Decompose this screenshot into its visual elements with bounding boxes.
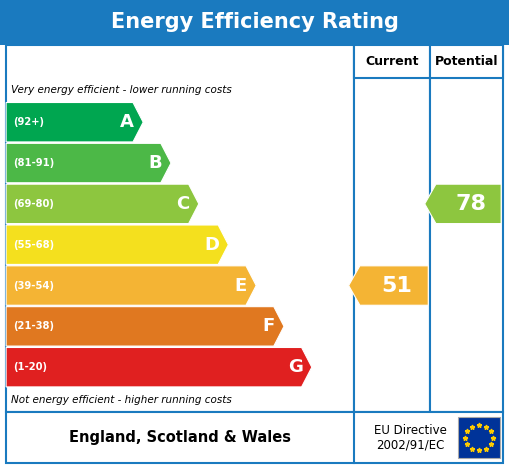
Text: Energy Efficiency Rating: Energy Efficiency Rating bbox=[110, 13, 399, 32]
Text: England, Scotland & Wales: England, Scotland & Wales bbox=[69, 430, 291, 445]
Bar bbox=[430, 45, 503, 78]
Text: Very energy efficient - lower running costs: Very energy efficient - lower running co… bbox=[11, 85, 232, 95]
Bar bbox=[458, 417, 500, 458]
Polygon shape bbox=[425, 184, 501, 224]
Text: F: F bbox=[263, 318, 275, 335]
Bar bbox=[6, 412, 503, 463]
Text: Current: Current bbox=[365, 55, 419, 68]
Polygon shape bbox=[6, 225, 229, 264]
Text: (92+): (92+) bbox=[13, 117, 44, 127]
Polygon shape bbox=[6, 266, 256, 305]
Bar bbox=[6, 45, 354, 412]
Text: C: C bbox=[177, 195, 190, 213]
Text: A: A bbox=[120, 113, 134, 131]
Polygon shape bbox=[349, 266, 428, 305]
Text: (39-54): (39-54) bbox=[13, 281, 54, 290]
Bar bbox=[354, 45, 430, 78]
Polygon shape bbox=[6, 143, 171, 183]
Text: (1-20): (1-20) bbox=[13, 362, 47, 372]
Bar bbox=[354, 45, 430, 412]
Text: EU Directive
2002/91/EC: EU Directive 2002/91/EC bbox=[374, 424, 447, 452]
Text: Potential: Potential bbox=[435, 55, 498, 68]
Text: B: B bbox=[148, 154, 162, 172]
Polygon shape bbox=[6, 184, 199, 224]
Text: (21-38): (21-38) bbox=[13, 321, 54, 332]
Text: E: E bbox=[235, 276, 247, 295]
Text: Not energy efficient - higher running costs: Not energy efficient - higher running co… bbox=[11, 395, 232, 405]
Polygon shape bbox=[6, 307, 284, 346]
Bar bbox=[0, 0, 509, 45]
Text: (69-80): (69-80) bbox=[13, 199, 53, 209]
Text: D: D bbox=[204, 236, 219, 254]
Text: 51: 51 bbox=[381, 276, 412, 296]
Text: G: G bbox=[288, 358, 303, 376]
Polygon shape bbox=[6, 347, 312, 387]
Bar bbox=[430, 45, 503, 412]
Polygon shape bbox=[6, 102, 143, 142]
Text: 78: 78 bbox=[456, 194, 487, 214]
Text: (81-91): (81-91) bbox=[13, 158, 54, 168]
Text: (55-68): (55-68) bbox=[13, 240, 54, 250]
